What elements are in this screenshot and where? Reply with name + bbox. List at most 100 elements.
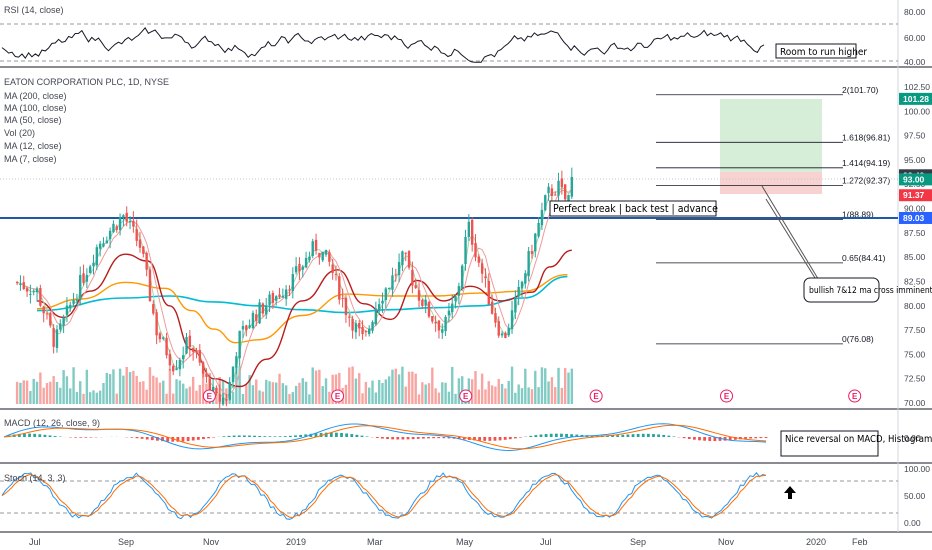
volume-bar: [118, 368, 122, 404]
macd-bar: [667, 435, 671, 437]
price-tick: 77.50: [904, 325, 926, 335]
break-note: Perfect break | back test | advance: [553, 203, 718, 215]
time-tick: 2020: [806, 537, 826, 547]
candle-body: [324, 249, 328, 255]
price-tick: 75.00: [904, 349, 926, 359]
candle-body: [15, 282, 19, 284]
macd-bar: [406, 437, 410, 440]
macd-bar: [616, 435, 620, 437]
macd-bar: [135, 437, 139, 439]
macd-bar: [744, 437, 747, 439]
volume-bar: [421, 382, 424, 404]
candle-body: [407, 251, 411, 268]
candle-body: [397, 262, 401, 276]
volume-bar: [142, 381, 145, 404]
macd-bar: [43, 434, 47, 437]
macd-bar: [733, 437, 737, 440]
candle-body: [102, 243, 105, 247]
volume-bar: [404, 386, 407, 404]
candle-body: [49, 312, 52, 326]
volume-bar: [527, 387, 530, 404]
volume-bar: [391, 369, 394, 404]
volume-bar: [95, 392, 99, 404]
candle-body: [138, 239, 142, 248]
candle-body: [358, 322, 361, 329]
candle-body: [152, 304, 155, 314]
fib-label: 2(101.70): [842, 85, 879, 95]
volume-bar: [474, 371, 477, 404]
candle-body: [265, 305, 268, 315]
volume-bar: [35, 381, 39, 404]
volume-bar: [132, 370, 135, 404]
volume-bar: [338, 372, 341, 404]
volume-bar: [268, 381, 271, 404]
earnings-marker-text: E: [463, 392, 469, 401]
rsi-note-box: [775, 43, 857, 59]
macd-bar: [708, 437, 712, 441]
candle-body: [328, 252, 331, 262]
volume-bar: [567, 372, 570, 404]
macd-bar: [335, 432, 338, 437]
macd-bar: [447, 437, 451, 439]
earnings-marker-text: E: [207, 392, 213, 401]
volume-bar: [298, 382, 301, 404]
macd-bar: [232, 435, 236, 437]
earnings-marker: [331, 389, 345, 403]
fib-levels: 2(101.70) 1.618(96.81) 1.414(94.19) 1.272(9…: [656, 85, 890, 345]
volume-bar: [102, 383, 105, 404]
macd-bar: [575, 434, 579, 437]
price-axis: 102.50100.0097.5095.0092.5090.0087.5085.…: [904, 82, 930, 408]
candle-body: [361, 326, 364, 335]
macd-bar: [202, 437, 205, 440]
macd-bar: [549, 433, 553, 437]
macd-bar: [299, 434, 303, 437]
macd-bar: [268, 436, 272, 437]
macd-bar: [278, 436, 282, 437]
price-tick: 80.00: [904, 301, 926, 311]
volume-bar: [98, 390, 102, 404]
candle-body: [145, 252, 148, 270]
macd-bar: [498, 437, 502, 441]
volume-bar: [394, 368, 397, 404]
volume-bar: [135, 375, 138, 404]
macd-bar: [340, 432, 343, 437]
stoch-k-line: [1, 472, 767, 520]
volume-bar: [304, 381, 308, 404]
volume-bar: [441, 382, 444, 404]
macd-bar: [570, 434, 574, 437]
volume-bar: [494, 386, 497, 404]
candle-body: [22, 282, 25, 290]
earnings-marker: [720, 389, 734, 403]
volume-bar: [368, 387, 371, 404]
macd-title: MACD (12, 26, close, 9): [4, 418, 100, 428]
macd-bar: [304, 434, 308, 437]
volume-bar: [265, 379, 268, 404]
volume-bar: [162, 380, 165, 404]
macd-bar: [672, 436, 676, 437]
volume-bar: [424, 384, 427, 404]
volume-bar: [112, 369, 115, 404]
candle-body: [148, 269, 152, 302]
volume-bar: [82, 393, 85, 404]
candle-body: [470, 219, 474, 245]
macd-bar: [713, 437, 717, 442]
stoch-d-line: [1, 473, 767, 519]
macd-bar: [166, 437, 170, 442]
ma-cross-note-box: [803, 277, 880, 303]
candle-body: [65, 305, 69, 315]
candle-body: [294, 266, 298, 273]
volume-bar: [22, 380, 25, 404]
price-tick: 72.50: [904, 374, 926, 384]
volume-bar: [278, 373, 281, 404]
macd-bar: [350, 434, 354, 437]
volume-bar: [69, 388, 72, 404]
candle-body: [191, 348, 195, 352]
earnings-marker: [202, 389, 216, 403]
macd-bar: [432, 437, 435, 439]
candle-body: [387, 288, 391, 290]
volume-bar: [570, 368, 574, 404]
macd-bar: [427, 437, 430, 439]
macd-bar: [698, 437, 701, 441]
